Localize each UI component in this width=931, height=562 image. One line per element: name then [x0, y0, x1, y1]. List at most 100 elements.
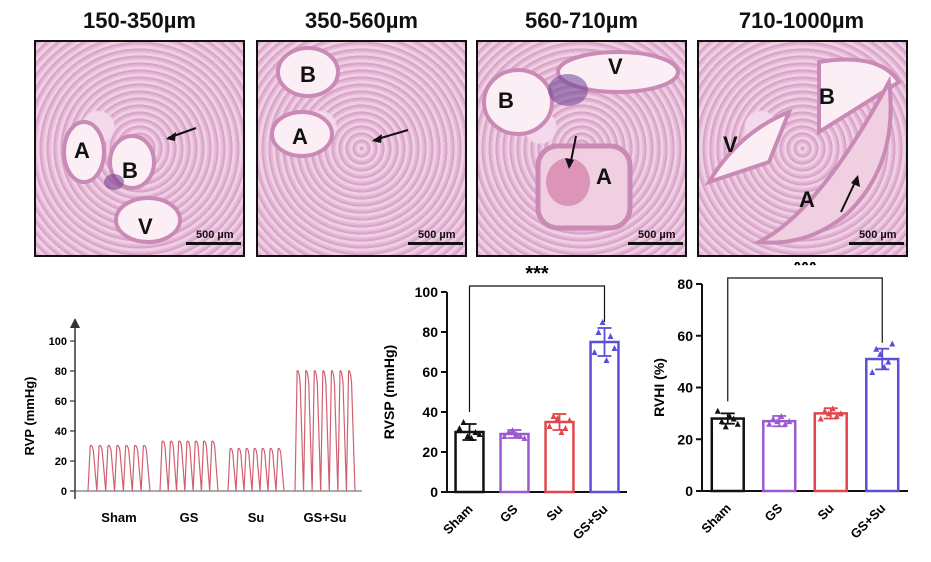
- y-tick-label: 40: [422, 404, 438, 420]
- data-point: [513, 431, 520, 437]
- y-axis-label: RVSP (mmHg): [381, 345, 397, 439]
- x-category-label: Su: [248, 510, 265, 525]
- data-point: [599, 319, 606, 325]
- data-point: [881, 363, 888, 370]
- data-point: [591, 349, 598, 355]
- data-point: [786, 418, 793, 425]
- x-category-label: Sham: [698, 501, 734, 537]
- y-tick-label: 20: [677, 431, 693, 447]
- data-point: [595, 329, 602, 335]
- histology-image-4: B V A 500 µm: [697, 40, 908, 257]
- data-point: [770, 415, 777, 422]
- data-point: [558, 429, 565, 435]
- data-point: [566, 417, 573, 423]
- rvp-trace: [227, 447, 285, 492]
- data-point: [460, 419, 467, 425]
- data-point: [833, 412, 840, 419]
- bar: [499, 432, 530, 494]
- y-tick-label: 80: [677, 276, 693, 292]
- data-point: [476, 431, 483, 437]
- scale-bar-label: 500 µm: [418, 229, 456, 241]
- panel-title-2: 350-560µm: [305, 8, 418, 33]
- data-point: [829, 405, 836, 412]
- histology-image-3: V B A 500 µm: [476, 40, 687, 257]
- y-tick-label: 100: [49, 336, 67, 348]
- data-point: [505, 429, 512, 435]
- significance-bracket: [468, 285, 606, 412]
- x-category-label: GS: [180, 510, 199, 525]
- lumen-label: A: [799, 187, 815, 212]
- data-point: [730, 415, 737, 422]
- lumen-label: A: [74, 138, 90, 163]
- histology-drawing-3: V B A 500 µm: [482, 50, 683, 245]
- y-tick-label: 0: [430, 484, 438, 500]
- data-point: [821, 407, 828, 414]
- y-tick-label: 60: [677, 328, 693, 344]
- y-axis-label: RVHI (%): [651, 358, 667, 417]
- x-category-label: GS+Su: [570, 501, 611, 542]
- bar: [589, 340, 620, 494]
- lumen-label: V: [723, 132, 738, 157]
- bar: [710, 417, 745, 493]
- data-point: [774, 418, 781, 425]
- y-tick-label: 40: [677, 380, 693, 396]
- rvp-trace: [87, 444, 151, 492]
- rvp-trace: [294, 370, 356, 492]
- x-category-label: GS: [497, 501, 521, 525]
- data-point: [472, 429, 479, 435]
- histology-drawing-2: B A 500 µm: [270, 46, 463, 245]
- panel-title-3: 560-710µm: [525, 8, 638, 33]
- y-tick-label: 0: [685, 483, 693, 499]
- data-point: [837, 410, 844, 417]
- y-tick-label: 20: [422, 444, 438, 460]
- x-category-label: Sham: [101, 510, 136, 525]
- data-point: [501, 433, 508, 439]
- histology-image-1: A B V 500 µm: [34, 40, 245, 257]
- data-point: [734, 420, 741, 427]
- arrow-icon: [166, 132, 176, 141]
- data-point: [603, 357, 610, 363]
- rvhi-bar-chart: 0 20 40 60 80 RVHI (%) Sham GS Su GS+Su ***: [651, 262, 908, 542]
- data-point: [509, 427, 516, 433]
- y-tick-label: 60: [422, 364, 438, 380]
- data-point: [726, 412, 733, 419]
- histology-drawing-4: B V A 500 µm: [704, 57, 904, 245]
- y-tick-label: 100: [415, 284, 439, 300]
- bar: [813, 412, 848, 493]
- data-point: [766, 420, 773, 427]
- data-point: [468, 435, 475, 441]
- scale-bar-label: 500 µm: [638, 229, 676, 241]
- data-point: [517, 433, 524, 439]
- bar: [865, 357, 900, 493]
- significance-bracket: [727, 277, 883, 402]
- data-point: [546, 423, 553, 429]
- x-category-label: Su: [543, 501, 565, 523]
- lumen-label: B: [300, 62, 316, 87]
- x-category-label: Sham: [440, 502, 476, 538]
- histology-image-2: B A 500 µm: [256, 40, 467, 257]
- lumen-label: B: [498, 88, 514, 113]
- lumen-label: V: [138, 214, 153, 239]
- data-point: [464, 433, 471, 439]
- data-point: [550, 413, 557, 419]
- data-point: [521, 435, 528, 441]
- data-point: [714, 407, 721, 414]
- lumen-label: B: [819, 84, 835, 109]
- bar: [762, 419, 797, 493]
- panel-title-1: 150-350µm: [83, 8, 196, 33]
- rvp-trace: [159, 440, 219, 492]
- x-category-label: Su: [815, 500, 837, 522]
- x-category-label: GS: [761, 500, 785, 524]
- data-point: [722, 423, 729, 430]
- lumen-label: A: [292, 124, 308, 149]
- data-point: [718, 418, 725, 425]
- data-point: [607, 333, 614, 339]
- y-tick-label: 0: [61, 486, 67, 498]
- x-category-label: GS+Su: [304, 510, 347, 525]
- data-point: [456, 425, 463, 431]
- lumen-label: V: [608, 54, 623, 79]
- data-point: [869, 368, 876, 375]
- data-point: [562, 425, 569, 431]
- arrow-icon: [372, 134, 382, 143]
- lumen-label: A: [596, 164, 612, 189]
